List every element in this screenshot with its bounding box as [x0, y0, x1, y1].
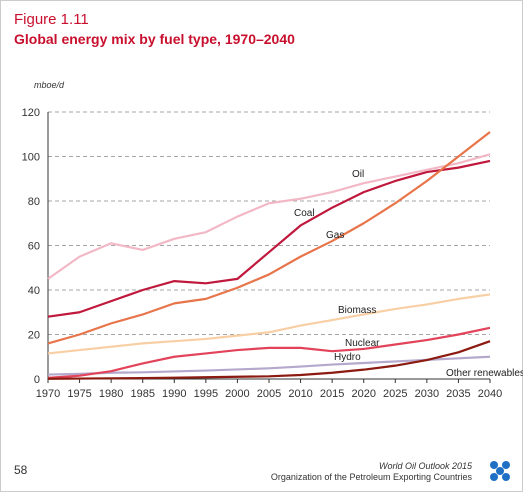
x-tick-label: 2025 — [383, 388, 407, 400]
x-tick-label: 2040 — [478, 388, 502, 400]
x-tick-label: 1975 — [67, 388, 91, 400]
page-number: 58 — [14, 463, 28, 477]
x-tick-label: 1995 — [194, 388, 218, 400]
x-tick-label: 1990 — [162, 388, 186, 400]
series-line — [47, 153, 491, 280]
series-label: Hydro — [334, 352, 361, 363]
series-line — [47, 159, 491, 318]
series-line — [47, 326, 491, 379]
y-tick-label: 40 — [28, 285, 40, 297]
publication: World Oil Outlook 2015 — [379, 461, 473, 471]
series-line — [47, 131, 491, 345]
x-tick-label: 2035 — [446, 388, 470, 400]
x-tick-label: 1985 — [130, 388, 154, 400]
organization: Organization of the Petroleum Exporting … — [271, 472, 473, 482]
y-tick-label: 60 — [28, 241, 40, 253]
y-tick-label: 80 — [28, 196, 40, 208]
x-tick-label: 2020 — [351, 388, 375, 400]
series-line — [47, 293, 491, 355]
series-label: Coal — [294, 208, 315, 219]
figure-label: Figure 1.11 — [14, 11, 89, 28]
series-label: Nuclear — [345, 338, 380, 349]
y-tick-label: 0 — [34, 374, 40, 386]
y-tick-label: 100 — [22, 152, 40, 164]
x-tick-label: 1980 — [99, 388, 123, 400]
x-tick-label: 2010 — [288, 388, 312, 400]
x-tick-label: 2030 — [415, 388, 439, 400]
series-label: Biomass — [338, 305, 376, 316]
x-tick-label: 2000 — [225, 388, 249, 400]
x-tick-label: 2015 — [320, 388, 344, 400]
series-line — [47, 355, 491, 376]
y-axis-label: mboe/d — [34, 80, 65, 90]
chart-title: Global energy mix by fuel type, 1970–204… — [14, 31, 295, 47]
x-tick-label: 2005 — [257, 388, 281, 400]
series-line — [47, 340, 491, 380]
series-label: Gas — [326, 230, 344, 241]
series-label: Oil — [352, 169, 364, 180]
logo — [489, 460, 511, 482]
y-tick-label: 20 — [28, 330, 40, 342]
series-label: Other renewables — [446, 368, 523, 379]
x-tick-label: 1970 — [36, 388, 60, 400]
y-tick-label: 120 — [22, 107, 40, 119]
